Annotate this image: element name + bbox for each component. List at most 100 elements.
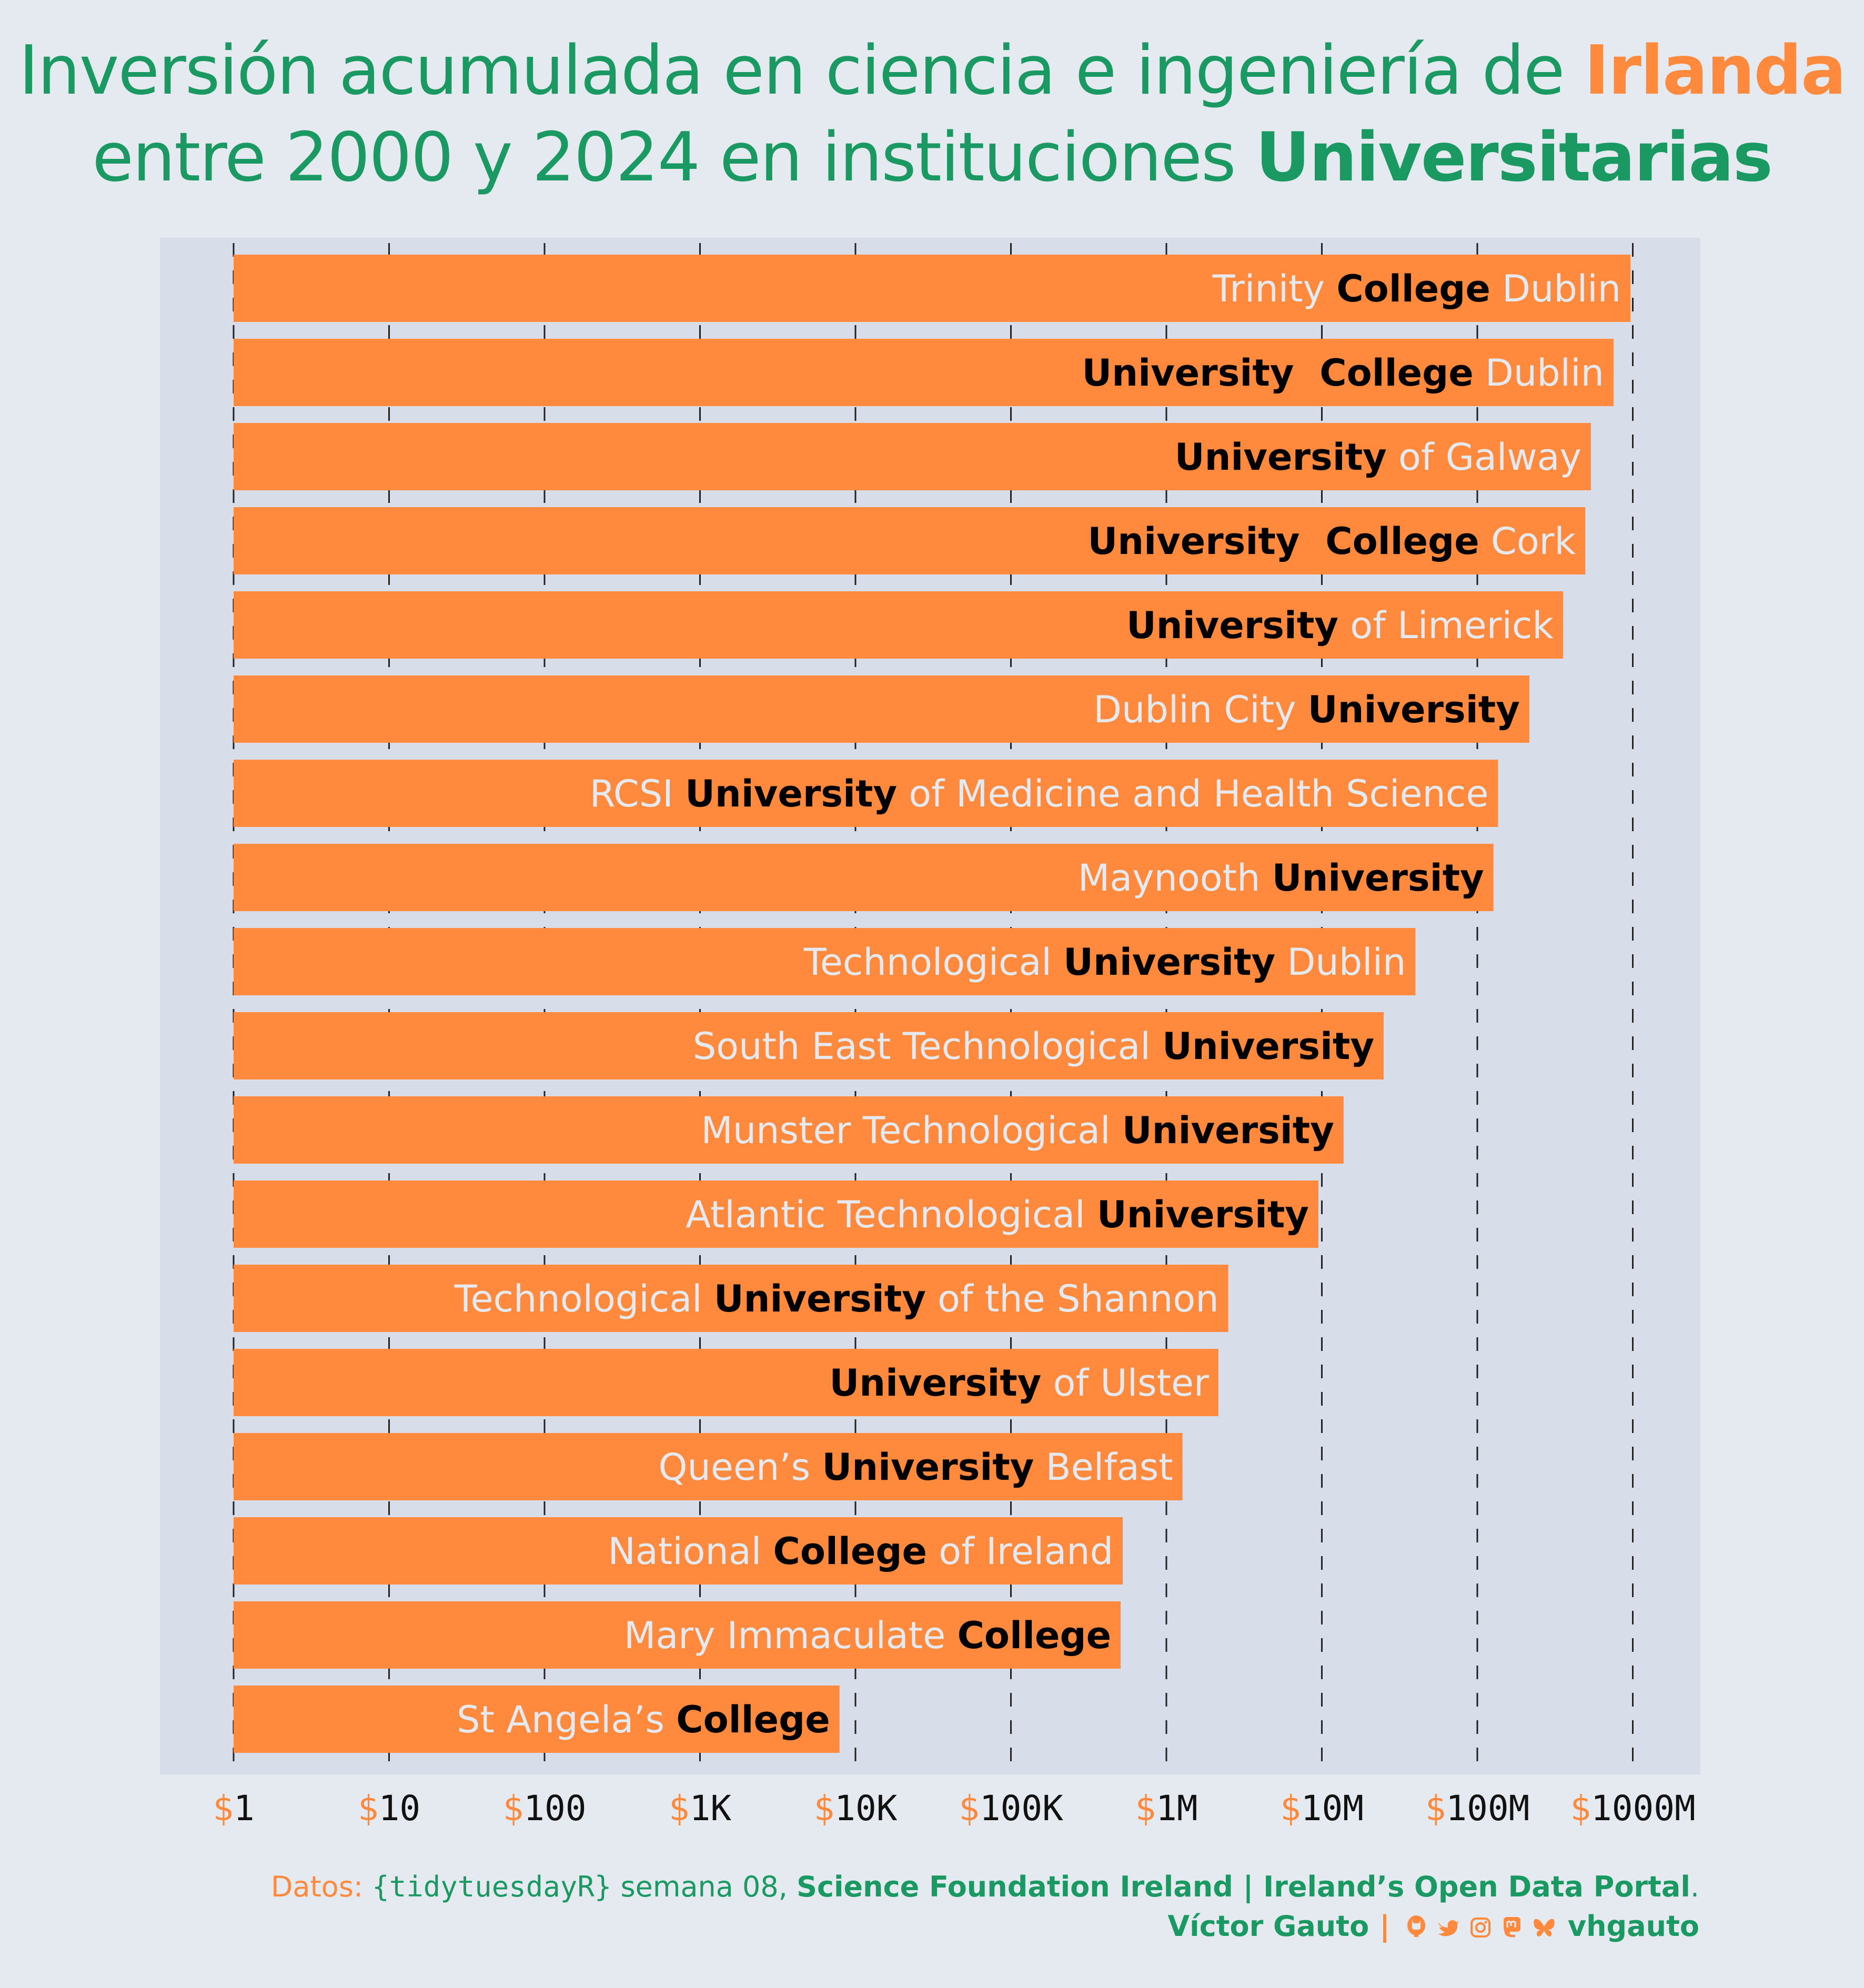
label-light-part: Cork	[1479, 520, 1576, 563]
label-light-part: RCSI	[590, 772, 685, 815]
bar	[234, 844, 1494, 911]
caption-author: Víctor Gauto | vhgauto	[1167, 1910, 1699, 1945]
instagram-icon[interactable]	[1470, 1912, 1491, 1945]
dollar-sign: $	[358, 1788, 379, 1829]
label-light-part: of Limerick	[1338, 604, 1554, 647]
grid-lines	[233, 243, 1634, 1774]
label-light-part: of Ulster	[1041, 1361, 1209, 1405]
caption-period: .	[1690, 1870, 1699, 1903]
bar-label: National College of Ireland	[608, 1530, 1114, 1573]
bar	[234, 1601, 1121, 1669]
label-light-part: Belfast	[1034, 1446, 1173, 1489]
label-light-part: of Medicine and Health Science	[897, 772, 1488, 815]
dollar-sign: $	[1280, 1788, 1301, 1829]
label-bold-part: University	[822, 1446, 1034, 1489]
tick-value: 1K	[690, 1788, 732, 1829]
dollar-sign: $	[1425, 1788, 1446, 1829]
bluesky-icon[interactable]	[1533, 1912, 1555, 1945]
label-light-part: Atlantic Technological	[686, 1193, 1097, 1236]
bar-label: South East Technological University	[693, 1025, 1374, 1068]
bar-label: University College Cork	[1087, 520, 1576, 563]
tick-value: 10K	[834, 1788, 897, 1829]
x-tick-label: $10	[358, 1788, 420, 1829]
label-bold-part: University College	[1087, 520, 1479, 563]
bar-label: Technological University Dublin	[803, 941, 1406, 984]
label-light-part: St Angela’s	[457, 1698, 676, 1741]
bar	[234, 423, 1591, 490]
bar	[234, 1686, 840, 1753]
dollar-sign: $	[959, 1788, 980, 1829]
tick-value: 1	[234, 1788, 255, 1829]
bar-label: University of Ulster	[829, 1361, 1209, 1405]
bar	[234, 760, 1498, 827]
tick-value: 100K	[980, 1788, 1063, 1829]
label-light-part: Queen’s	[658, 1446, 822, 1489]
social-handle: vhgauto	[1567, 1910, 1699, 1943]
bar-label: Trinity College Dublin	[1212, 267, 1621, 310]
bars	[234, 255, 1631, 1753]
bar-label: Queen’s University Belfast	[658, 1446, 1173, 1489]
bar	[234, 339, 1614, 406]
bar-label: Munster Technological University	[701, 1109, 1334, 1152]
x-tick-label: $100	[503, 1788, 587, 1829]
label-bold-part: University	[1126, 604, 1338, 647]
label-bold-part: University	[1308, 688, 1520, 731]
bar	[234, 255, 1631, 322]
tick-value: 1000M	[1591, 1788, 1696, 1829]
github-icon[interactable]	[1406, 1912, 1427, 1945]
bar-label: Maynooth University	[1078, 856, 1484, 900]
bar-label: Mary Immaculate College	[624, 1614, 1111, 1657]
twitter-icon[interactable]	[1437, 1912, 1459, 1945]
x-tick-label: $10M	[1280, 1788, 1364, 1829]
chart-title-line1: Inversión acumulada en ciencia e ingenie…	[0, 29, 1864, 113]
bar-label: Atlantic Technological University	[686, 1193, 1309, 1236]
label-light-part: Dublin	[1474, 351, 1604, 395]
label-light-part: Trinity	[1212, 267, 1337, 310]
bar	[234, 507, 1585, 574]
bar-label: St Angela’s College	[457, 1698, 830, 1741]
bar	[234, 1517, 1123, 1585]
label-light-part: South East Technological	[693, 1025, 1162, 1068]
x-tick-label: $10K	[814, 1788, 898, 1829]
dollar-sign: $	[669, 1788, 690, 1829]
bar	[234, 675, 1529, 743]
bar	[234, 1096, 1344, 1164]
label-bold-part: University	[714, 1277, 926, 1320]
bar-label: Dublin City University	[1093, 688, 1520, 731]
caption-source: Datos: {tidytuesdayR} semana 08, Science…	[271, 1870, 1699, 1903]
x-tick-label: $1K	[669, 1788, 731, 1829]
title-highlight-universitarias: Universitarias	[1255, 118, 1772, 197]
bar	[234, 591, 1563, 659]
bar	[234, 1180, 1318, 1248]
bar-label: RCSI University of Medicine and Health S…	[590, 772, 1489, 815]
label-bold-part: University College	[1082, 351, 1473, 395]
label-light-part: Munster Technological	[701, 1109, 1122, 1152]
author-name: Víctor Gauto	[1167, 1910, 1369, 1943]
label-bold-part: College	[676, 1698, 830, 1741]
x-tick-label: $1000M	[1570, 1788, 1695, 1829]
bar	[234, 1433, 1183, 1500]
caption-sources: Science Foundation Ireland | Ireland’s O…	[797, 1870, 1690, 1903]
separator: |	[1379, 1910, 1390, 1943]
bar	[234, 1012, 1384, 1079]
label-light-part: Dublin	[1490, 267, 1621, 310]
bar	[234, 1265, 1228, 1332]
dollar-sign: $	[213, 1788, 234, 1829]
tick-value: 100M	[1446, 1788, 1529, 1829]
x-tick-label: $100M	[1425, 1788, 1530, 1829]
tick-value: 10M	[1301, 1788, 1364, 1829]
label-bold-part: College	[1336, 267, 1490, 310]
x-tick-label: $1M	[1135, 1788, 1197, 1829]
caption-package: {tidytuesdayR}	[372, 1870, 612, 1903]
dollar-sign: $	[814, 1788, 835, 1829]
mastodon-icon[interactable]	[1502, 1912, 1523, 1945]
label-bold-part: University	[685, 772, 897, 815]
label-bold-part: University	[1272, 856, 1484, 900]
tick-value: 1M	[1156, 1788, 1197, 1829]
x-tick-label: $1	[213, 1788, 255, 1829]
label-light-part: Mary Immaculate	[624, 1614, 958, 1657]
label-light-part: Dublin City	[1093, 688, 1308, 731]
label-bold-part: University	[1063, 941, 1275, 984]
